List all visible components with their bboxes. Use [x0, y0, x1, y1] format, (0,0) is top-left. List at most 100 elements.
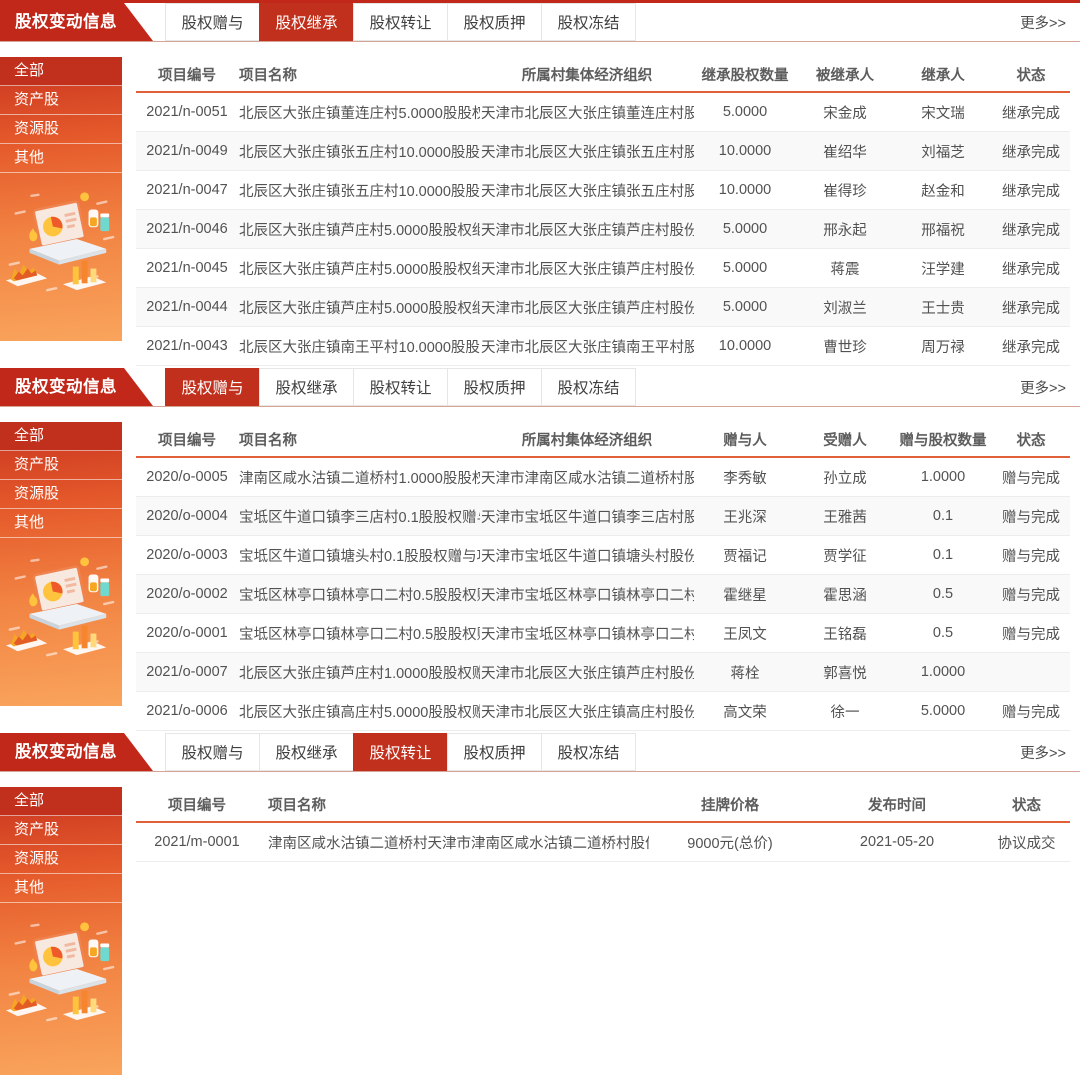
table-cell: 2020/o-0001 — [136, 613, 238, 653]
tab-股权冻结[interactable]: 股权冻结 — [541, 368, 636, 406]
tab-股权转让[interactable]: 股权转让 — [353, 3, 448, 41]
table-cell: 王铭磊 — [796, 613, 894, 653]
equity-change-panel-transfer: 股权变动信息 股权赠与 股权继承 股权转让 股权质押 股权冻结 更多>> 全部 资产股 资源… — [0, 733, 1080, 1075]
table-area: 项目编号 项目名称 所属村集体经济组织 继承股权数量 被继承人 继承人 状态 2021/n-… — [122, 57, 1080, 366]
table-cell: 宝坻区林亭口镇林亭口二村0.5股股权赠与... — [238, 574, 480, 614]
tab-strip: 股权变动信息 股权赠与 股权继承 股权转让 股权质押 股权冻结 更多>> — [0, 3, 1080, 42]
table-row[interactable]: 2021/o-0007北辰区大张庄镇芦庄村1.0000股股权赠与...天津市北辰… — [136, 652, 1070, 692]
table-cell: 继承完成 — [992, 326, 1070, 366]
table-row[interactable]: 2021/n-0047北辰区大张庄镇张五庄村10.0000股股权继...天津市北… — [136, 170, 1070, 210]
table-cell: 宝坻区牛道口镇塘头村0.1股股权赠与项目 — [238, 535, 480, 575]
sidebar-item-资源股[interactable]: 资源股 — [0, 115, 122, 144]
laptop-chart-illustration — [4, 921, 115, 1022]
sidebar-item-全部[interactable]: 全部 — [0, 57, 122, 86]
table-row[interactable]: 2020/o-0004宝坻区牛道口镇李三店村0.1股股权赠与项目天津市宝坻区牛道… — [136, 496, 1070, 536]
sidebar: 全部 资产股 资源股 其他 — [0, 422, 122, 706]
table-cell: 0.1 — [894, 496, 992, 536]
tab-股权赠与[interactable]: 股权赠与 — [165, 368, 260, 406]
table-cell: 赠与完成 — [992, 496, 1070, 536]
table-row[interactable]: 2021/m-0001 津南区咸水沽镇二道桥村天津市津南区咸水沽镇二道桥村股份经.… — [136, 822, 1070, 862]
table-header-row: 项目编号 项目名称 挂牌价格 发布时间 状态 — [136, 787, 1070, 823]
table-cell: 宋金成 — [796, 92, 894, 132]
sidebar-item-其他[interactable]: 其他 — [0, 509, 122, 538]
tab-股权质押[interactable]: 股权质押 — [447, 368, 542, 406]
table-cell: 继承完成 — [992, 209, 1070, 249]
table-cell: 北辰区大张庄镇张五庄村10.0000股股权继... — [238, 131, 480, 171]
panel-body: 全部 资产股 资源股 其他 项目编号 项目名称 挂牌价格 发布时间 状态 2021/m-000… — [0, 787, 1080, 1075]
table-cell: 汪学建 — [894, 248, 992, 288]
table-cell: 5.0000 — [694, 209, 796, 249]
sidebar-list: 全部 资产股 资源股 其他 — [0, 422, 122, 538]
sidebar-item-资产股[interactable]: 资产股 — [0, 816, 122, 845]
column-header: 项目编号 — [136, 787, 258, 823]
table-cell: 天津市宝坻区牛道口镇李三店村股... — [480, 496, 694, 536]
more-link[interactable]: 更多>> — [1020, 380, 1066, 397]
column-header: 被继承人 — [796, 57, 894, 93]
sidebar-item-全部[interactable]: 全部 — [0, 787, 122, 816]
table-header-row: 项目编号 项目名称 所属村集体经济组织 赠与人 受赠人 赠与股权数量 状态 — [136, 422, 1070, 458]
table-cell: 天津市宝坻区牛道口镇塘头村股份... — [480, 535, 694, 575]
tab-股权继承[interactable]: 股权继承 — [259, 733, 354, 771]
table-header-row: 项目编号 项目名称 所属村集体经济组织 继承股权数量 被继承人 继承人 状态 — [136, 57, 1070, 93]
table-row[interactable]: 2020/o-0005津南区咸水沽镇二道桥村1.0000股股权赠...天津市津南… — [136, 457, 1070, 497]
table-cell: 贾福记 — [694, 535, 796, 575]
sidebar-item-资产股[interactable]: 资产股 — [0, 86, 122, 115]
tab-股权冻结[interactable]: 股权冻结 — [541, 3, 636, 41]
column-header: 继承股权数量 — [694, 57, 796, 93]
table-row[interactable]: 2021/n-0044北辰区大张庄镇芦庄村5.0000股股权继承...天津市北辰… — [136, 287, 1070, 327]
table-cell: 2020/o-0003 — [136, 535, 238, 575]
tab-股权转让[interactable]: 股权转让 — [353, 368, 448, 406]
more-link[interactable]: 更多>> — [1020, 745, 1066, 762]
results-table: 项目编号 项目名称 挂牌价格 发布时间 状态 2021/m-0001 津南区咸水沽镇二道桥… — [136, 787, 1070, 862]
column-header: 状态 — [983, 787, 1070, 823]
sidebar-item-其他[interactable]: 其他 — [0, 144, 122, 173]
table-cell: 2021/o-0007 — [136, 652, 238, 692]
sidebar: 全部 资产股 资源股 其他 — [0, 787, 122, 1075]
tab-股权质押[interactable]: 股权质押 — [447, 3, 542, 41]
table-cell: 津南区咸水沽镇二道桥村1.0000股股权赠... — [238, 457, 480, 497]
sidebar-item-其他[interactable]: 其他 — [0, 874, 122, 903]
more-link[interactable]: 更多>> — [1020, 15, 1066, 32]
column-header: 继承人 — [894, 57, 992, 93]
sidebar-item-资源股[interactable]: 资源股 — [0, 845, 122, 874]
table-row[interactable]: 2021/o-0006北辰区大张庄镇高庄村5.0000股股权赠与...天津市北辰… — [136, 691, 1070, 731]
tab-strip: 股权变动信息 股权赠与 股权继承 股权转让 股权质押 股权冻结 更多>> — [0, 733, 1080, 772]
table-cell: 孙立成 — [796, 457, 894, 497]
tab-股权继承[interactable]: 股权继承 — [259, 3, 354, 41]
column-header: 项目编号 — [136, 422, 238, 458]
sidebar-item-资源股[interactable]: 资源股 — [0, 480, 122, 509]
tab-股权质押[interactable]: 股权质押 — [447, 733, 542, 771]
sidebar-item-全部[interactable]: 全部 — [0, 422, 122, 451]
table-row[interactable]: 2021/n-0051北辰区大张庄镇董连庄村5.0000股股权继...天津市北辰… — [136, 92, 1070, 132]
column-header: 项目名称 — [238, 422, 480, 458]
tab-股权冻结[interactable]: 股权冻结 — [541, 733, 636, 771]
table-row[interactable]: 2021/n-0046北辰区大张庄镇芦庄村5.0000股股权继承...天津市北辰… — [136, 209, 1070, 249]
tab-股权赠与[interactable]: 股权赠与 — [165, 3, 260, 41]
column-header: 所属村集体经济组织 — [480, 57, 694, 93]
table-cell: 2021/n-0051 — [136, 92, 238, 132]
column-header: 受赠人 — [796, 422, 894, 458]
table-row[interactable]: 2020/o-0001宝坻区林亭口镇林亭口二村0.5股股权赠与...天津市宝坻区… — [136, 613, 1070, 653]
sidebar-item-资产股[interactable]: 资产股 — [0, 451, 122, 480]
table-cell: 继承完成 — [992, 131, 1070, 171]
table-cell: 9000元(总价) — [649, 822, 811, 862]
table-cell: 继承完成 — [992, 248, 1070, 288]
table-cell: 崔绍华 — [796, 131, 894, 171]
table-row[interactable]: 2021/n-0045北辰区大张庄镇芦庄村5.0000股股权继承...天津市北辰… — [136, 248, 1070, 288]
table-cell: 赵金和 — [894, 170, 992, 210]
table-row[interactable]: 2021/n-0049北辰区大张庄镇张五庄村10.0000股股权继...天津市北… — [136, 131, 1070, 171]
table-cell: 2021/n-0047 — [136, 170, 238, 210]
tab-list: 股权赠与 股权继承 股权转让 股权质押 股权冻结 — [165, 368, 636, 406]
sidebar-list: 全部 资产股 资源股 其他 — [0, 57, 122, 173]
column-header: 赠与股权数量 — [894, 422, 992, 458]
table-cell: 北辰区大张庄镇南王平村10.0000股股权继... — [238, 326, 480, 366]
table-cell: 蒋震 — [796, 248, 894, 288]
tab-股权继承[interactable]: 股权继承 — [259, 368, 354, 406]
equity-change-panel-gift: 股权变动信息 股权赠与 股权继承 股权转让 股权质押 股权冻结 更多>> 全部 资产股 资源… — [0, 368, 1080, 731]
tab-股权赠与[interactable]: 股权赠与 — [165, 733, 260, 771]
table-cell: 周万禄 — [894, 326, 992, 366]
table-row[interactable]: 2021/n-0043北辰区大张庄镇南王平村10.0000股股权继...天津市北… — [136, 326, 1070, 366]
tab-股权转让[interactable]: 股权转让 — [353, 733, 448, 771]
table-row[interactable]: 2020/o-0002宝坻区林亭口镇林亭口二村0.5股股权赠与...天津市宝坻区… — [136, 574, 1070, 614]
table-row[interactable]: 2020/o-0003 宝坻区牛道口镇塘头村0.1股股权赠与项目 天津市宝坻区牛道口… — [136, 535, 1070, 575]
